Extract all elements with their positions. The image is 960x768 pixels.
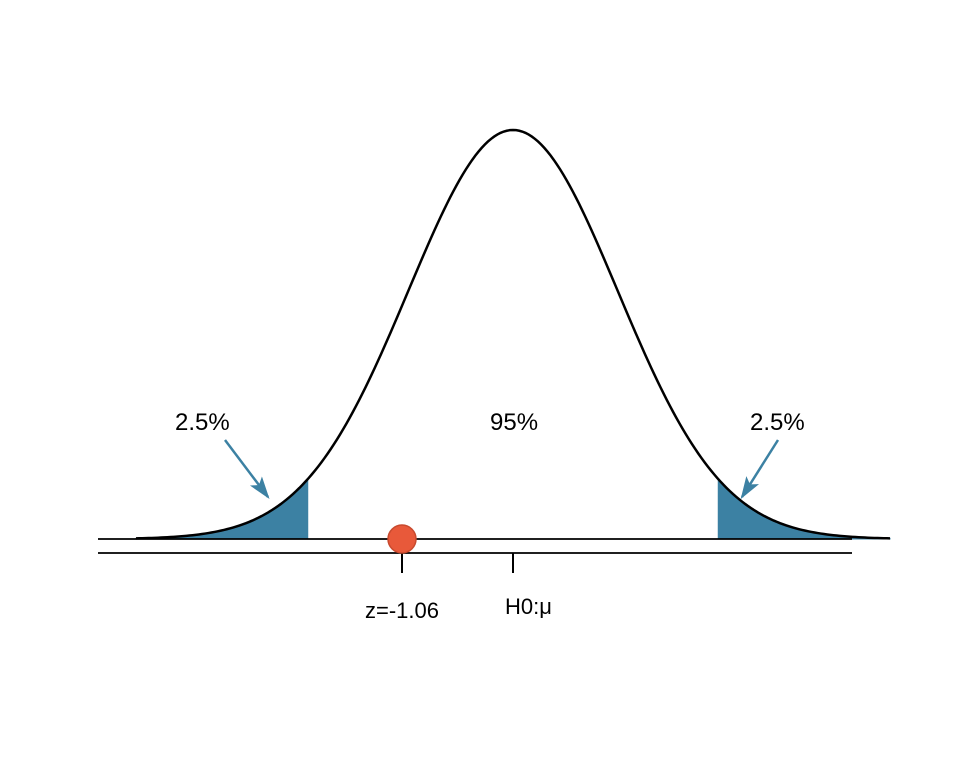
bell-curve xyxy=(136,130,890,538)
normal-distribution-diagram: 2.5% 95% 2.5% z=-1.06 H0:μ xyxy=(0,0,960,768)
center-percent-label: 95% xyxy=(490,409,538,436)
z-statistic-marker xyxy=(388,525,416,553)
arrow-to-right-tail xyxy=(742,440,778,497)
left-tail-percent-label: 2.5% xyxy=(175,409,230,436)
null-hypothesis-label: H0:μ xyxy=(505,594,552,619)
arrow-to-left-tail xyxy=(225,440,268,497)
right-tail-percent-label: 2.5% xyxy=(750,409,805,436)
z-statistic-label: z=-1.06 xyxy=(365,598,439,623)
